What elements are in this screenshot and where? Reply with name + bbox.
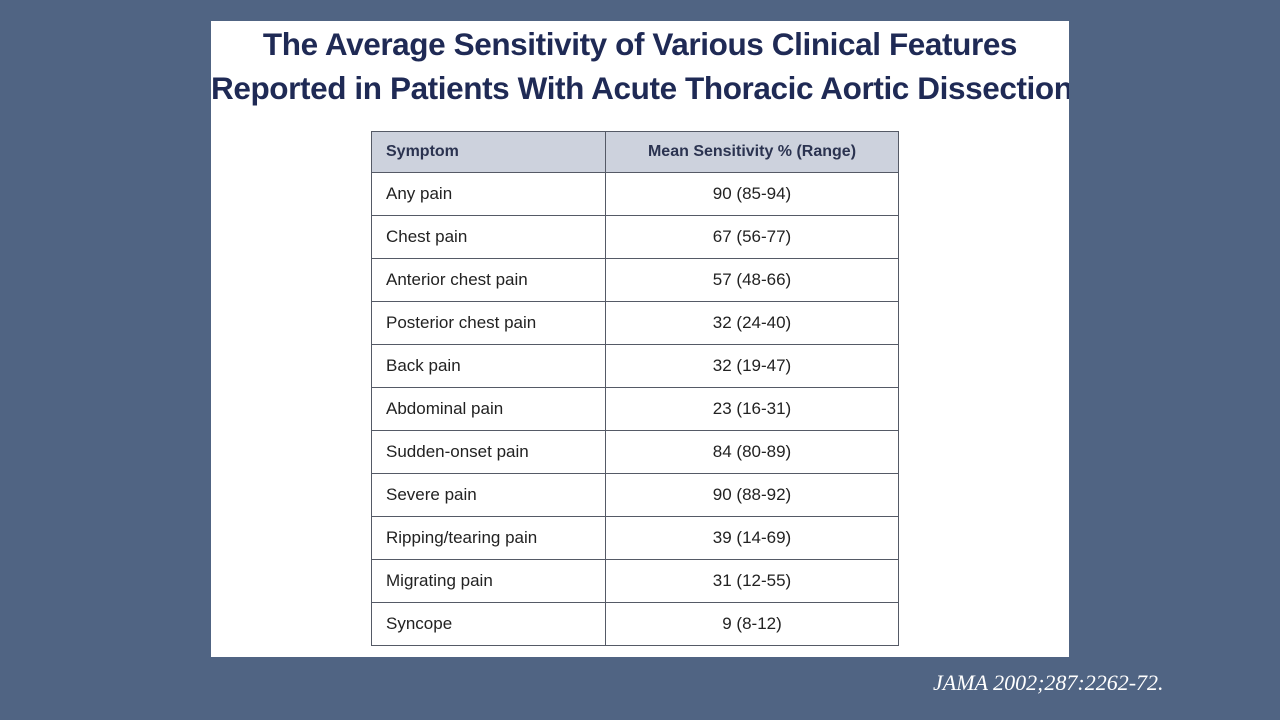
table-body: Any pain 90 (85-94) Chest pain 67 (56-77… — [371, 172, 899, 646]
table-row: Ripping/tearing pain 39 (14-69) — [371, 516, 899, 560]
header-sensitivity: Mean Sensitivity % (Range) — [605, 131, 899, 173]
sensitivity-cell: 57 (48-66) — [605, 258, 899, 302]
table-row: Any pain 90 (85-94) — [371, 172, 899, 216]
sensitivity-cell: 90 (85-94) — [605, 172, 899, 216]
slide-image: The Average Sensitivity of Various Clini… — [211, 21, 1069, 657]
table-row: Back pain 32 (19-47) — [371, 344, 899, 388]
symptom-cell: Ripping/tearing pain — [371, 516, 606, 560]
sensitivity-cell: 67 (56-77) — [605, 215, 899, 259]
citation: JAMA 2002;287:2262-72. — [933, 670, 1164, 695]
sensitivity-cell: 31 (12-55) — [605, 559, 899, 603]
symptom-cell: Posterior chest pain — [371, 301, 606, 345]
table-header: Symptom Mean Sensitivity % (Range) — [371, 131, 899, 173]
table-row: Anterior chest pain 57 (48-66) — [371, 258, 899, 302]
table-row: Migrating pain 31 (12-55) — [371, 559, 899, 603]
sensitivity-cell: 84 (80-89) — [605, 430, 899, 474]
table-row: Chest pain 67 (56-77) — [371, 215, 899, 259]
table-row: Sudden-onset pain 84 (80-89) — [371, 430, 899, 474]
symptom-cell: Chest pain — [371, 215, 606, 259]
symptom-cell: Sudden-onset pain — [371, 430, 606, 474]
sensitivity-cell: 9 (8-12) — [605, 602, 899, 646]
symptom-cell: Abdominal pain — [371, 387, 606, 431]
title-line-1: The Average Sensitivity of Various Clini… — [262, 26, 1018, 62]
symptom-cell: Migrating pain — [371, 559, 606, 603]
table-row: Syncope 9 (8-12) — [371, 602, 899, 646]
symptom-cell: Any pain — [371, 172, 606, 216]
sensitivity-cell: 32 (24-40) — [605, 301, 899, 345]
symptom-cell: Severe pain — [371, 473, 606, 517]
sensitivity-cell: 32 (19-47) — [605, 344, 899, 388]
header-row: Symptom Mean Sensitivity % (Range) — [371, 131, 899, 173]
sensitivity-cell: 90 (88-92) — [605, 473, 899, 517]
symptom-cell: Syncope — [371, 602, 606, 646]
slide-title: The Average Sensitivity of Various Clini… — [211, 21, 1069, 110]
title-line-2: Reported in Patients With Acute Thoracic… — [211, 70, 1069, 106]
table-row: Posterior chest pain 32 (24-40) — [371, 301, 899, 345]
table-row: Severe pain 90 (88-92) — [371, 473, 899, 517]
table-row: Abdominal pain 23 (16-31) — [371, 387, 899, 431]
symptom-cell: Back pain — [371, 344, 606, 388]
sensitivity-cell: 39 (14-69) — [605, 516, 899, 560]
header-symptom: Symptom — [371, 131, 606, 173]
symptom-cell: Anterior chest pain — [371, 258, 606, 302]
sensitivity-cell: 23 (16-31) — [605, 387, 899, 431]
sensitivity-table: Symptom Mean Sensitivity % (Range) Any p… — [371, 131, 899, 646]
